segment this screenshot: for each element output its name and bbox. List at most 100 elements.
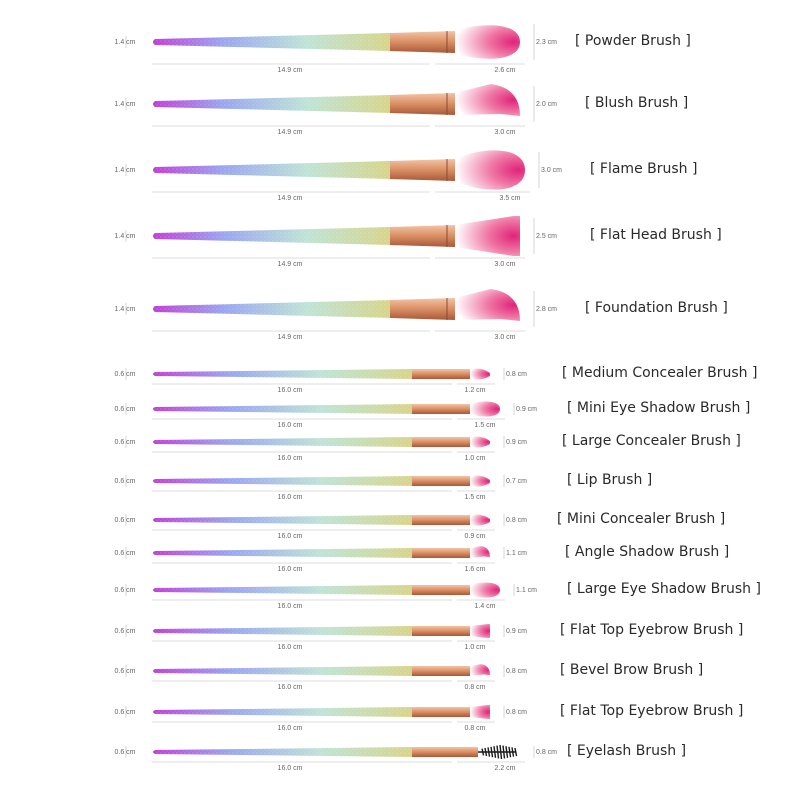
brush-ferrule xyxy=(412,515,470,525)
head-length-label: 0.8 cm xyxy=(464,684,485,691)
handle-diameter-label: 0.6 cm xyxy=(114,371,135,378)
handle-glitter xyxy=(155,585,412,595)
length-label: 16.0 cm xyxy=(278,765,303,772)
handle-glitter xyxy=(155,476,412,486)
length-label: 14.9 cm xyxy=(278,334,303,341)
handle-glitter xyxy=(155,161,390,179)
brush-name-label: [ Large Concealer Brush ] xyxy=(562,433,741,449)
brush-bristles xyxy=(455,216,520,256)
head-length-label: 3.0 cm xyxy=(494,261,515,268)
length-label: 14.9 cm xyxy=(278,129,303,136)
length-label: 16.0 cm xyxy=(278,494,303,501)
head-length-label: 1.0 cm xyxy=(464,455,485,462)
handle-diameter-label: 0.6 cm xyxy=(114,749,135,756)
handle-diameter-label: 0.6 cm xyxy=(114,517,135,524)
brush-ferrule xyxy=(412,476,470,486)
handle-glitter xyxy=(155,666,412,676)
brush-row: 14.9 cm 3.5 cm 1.4 cm 3.0 cm xyxy=(114,150,562,202)
head-length-label: 3.0 cm xyxy=(494,129,515,136)
handle-glitter xyxy=(155,404,412,414)
head-height-label: 2.3 cm xyxy=(536,39,557,46)
brush-bristles xyxy=(470,475,490,487)
length-label: 16.0 cm xyxy=(278,603,303,610)
head-height-label: 0.9 cm xyxy=(506,439,527,446)
length-label: 14.9 cm xyxy=(278,67,303,74)
head-length-label: 3.5 cm xyxy=(499,195,520,202)
brush-name-label: [ Mini Eye Shadow Brush ] xyxy=(567,400,751,416)
brush-bristles xyxy=(455,84,520,116)
brush-name-label: [ Angle Shadow Brush ] xyxy=(565,544,730,560)
brush-name-label: [ Blush Brush ] xyxy=(585,95,689,111)
brush-ferrule xyxy=(412,404,470,414)
brush-row: 14.9 cm 3.0 cm 1.4 cm 2.5 cm xyxy=(114,216,557,268)
brush-ferrule xyxy=(412,626,470,636)
head-length-label: 1.5 cm xyxy=(464,494,485,501)
handle-glitter xyxy=(155,707,412,717)
brush-ferrule xyxy=(412,666,470,676)
handle-diameter-label: 1.4 cm xyxy=(114,39,135,46)
handle-diameter-label: 0.6 cm xyxy=(114,439,135,446)
head-height-label: 0.8 cm xyxy=(506,517,527,524)
brush-name-label: [ Medium Concealer Brush ] xyxy=(562,365,758,381)
brush-bristles xyxy=(470,582,500,598)
length-label: 14.9 cm xyxy=(278,261,303,268)
handle-glitter xyxy=(155,548,412,558)
handle-glitter xyxy=(155,437,412,447)
handle-glitter xyxy=(155,227,390,245)
handle-diameter-label: 1.4 cm xyxy=(114,233,135,240)
handle-diameter-label: 0.6 cm xyxy=(114,478,135,485)
brush-row: 16.0 cm 2.2 cm 0.6 cm 0.8 cm xyxy=(114,744,557,772)
brush-row: 16.0 cm 1.4 cm 0.6 cm 1.1 cm xyxy=(114,582,537,610)
head-length-label: 1.4 cm xyxy=(474,603,495,610)
brush-bristles xyxy=(455,289,520,321)
brush-name-label: [ Bevel Brow Brush ] xyxy=(560,662,704,678)
head-length-label: 3.0 cm xyxy=(494,334,515,341)
head-height-label: 2.8 cm xyxy=(536,306,557,313)
handle-glitter xyxy=(155,33,390,51)
brush-row: 14.9 cm 3.0 cm 1.4 cm 2.0 cm xyxy=(114,84,557,136)
head-height-label: 0.8 cm xyxy=(506,668,527,675)
brush-row: 16.0 cm 1.5 cm 0.6 cm 0.9 cm xyxy=(114,401,537,429)
head-height-label: 0.8 cm xyxy=(506,709,527,716)
length-label: 14.9 cm xyxy=(278,195,303,202)
brush-name-label: [ Eyelash Brush ] xyxy=(567,743,687,759)
head-length-label: 2.2 cm xyxy=(494,765,515,772)
brush-bristles xyxy=(470,546,490,558)
head-height-label: 1.1 cm xyxy=(516,587,537,594)
brush-name-label: [ Flat Top Eyebrow Brush ] xyxy=(560,622,744,638)
brush-ferrule xyxy=(390,159,455,181)
handle-diameter-label: 0.6 cm xyxy=(114,406,135,413)
head-length-label: 0.9 cm xyxy=(464,533,485,540)
head-height-label: 2.5 cm xyxy=(536,233,557,240)
handle-glitter xyxy=(155,626,412,636)
brush-row: 16.0 cm 1.5 cm 0.6 cm 0.7 cm xyxy=(114,475,527,501)
head-height-label: 3.0 cm xyxy=(541,167,562,174)
head-length-label: 1.6 cm xyxy=(464,566,485,573)
head-length-label: 1.2 cm xyxy=(464,387,485,394)
brush-row: 16.0 cm 1.0 cm 0.6 cm 0.9 cm xyxy=(114,436,527,462)
length-label: 16.0 cm xyxy=(278,533,303,540)
brush-ferrule xyxy=(412,369,470,379)
head-height-label: 0.8 cm xyxy=(536,749,557,756)
handle-diameter-label: 0.6 cm xyxy=(114,587,135,594)
brush-bristles xyxy=(470,624,490,638)
brush-row: 16.0 cm 0.8 cm 0.6 cm 0.8 cm xyxy=(114,705,527,732)
brush-bristles xyxy=(470,705,490,719)
brush-ferrule xyxy=(390,31,455,53)
head-length-label: 2.6 cm xyxy=(494,67,515,74)
brush-bristles xyxy=(455,25,520,59)
handle-glitter xyxy=(155,95,390,113)
handle-glitter xyxy=(155,747,412,757)
brush-row: 16.0 cm 1.6 cm 0.6 cm 1.1 cm xyxy=(114,546,527,573)
brush-name-label: [ Large Eye Shadow Brush ] xyxy=(567,581,761,597)
brush-row: 16.0 cm 1.0 cm 0.6 cm 0.9 cm xyxy=(114,624,527,651)
spoolie-head xyxy=(478,744,518,760)
length-label: 16.0 cm xyxy=(278,387,303,394)
brush-row: 16.0 cm 0.8 cm 0.6 cm 0.8 cm xyxy=(114,664,527,691)
handle-diameter-label: 1.4 cm xyxy=(114,101,135,108)
handle-diameter-label: 0.6 cm xyxy=(114,550,135,557)
brush-name-label: [ Flat Top Eyebrow Brush ] xyxy=(560,703,744,719)
head-length-label: 1.0 cm xyxy=(464,644,485,651)
brush-bristles xyxy=(470,368,490,380)
